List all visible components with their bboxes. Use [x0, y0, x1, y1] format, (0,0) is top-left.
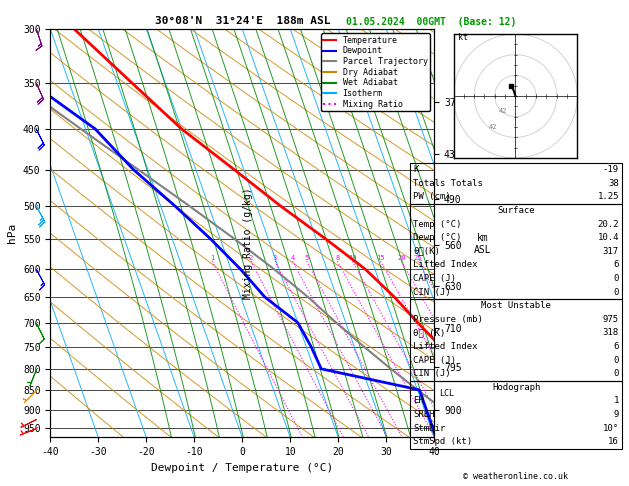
Text: 0: 0	[613, 288, 619, 296]
Text: Pressure (mb): Pressure (mb)	[413, 315, 483, 324]
Text: Surface: Surface	[498, 206, 535, 215]
Text: 42: 42	[489, 124, 497, 130]
Text: θᴄ(K): θᴄ(K)	[413, 247, 440, 256]
Text: 6: 6	[613, 342, 619, 351]
Text: 9: 9	[613, 410, 619, 419]
Text: 10: 10	[348, 255, 357, 261]
Text: Lifted Index: Lifted Index	[413, 260, 478, 269]
Text: 25: 25	[413, 255, 422, 261]
Text: 3: 3	[273, 255, 277, 261]
Text: 0: 0	[613, 369, 619, 378]
Text: Dewp (°C): Dewp (°C)	[413, 233, 462, 242]
Text: Lifted Index: Lifted Index	[413, 342, 478, 351]
Text: θᴄ (K): θᴄ (K)	[413, 329, 445, 337]
Text: 318: 318	[603, 329, 619, 337]
Text: kt: kt	[458, 33, 467, 42]
Text: 01.05.2024  00GMT  (Base: 12): 01.05.2024 00GMT (Base: 12)	[346, 17, 516, 27]
Text: Totals Totals: Totals Totals	[413, 179, 483, 188]
Text: © weatheronline.co.uk: © weatheronline.co.uk	[464, 472, 568, 481]
Text: 16: 16	[608, 437, 619, 446]
Text: 4: 4	[291, 255, 295, 261]
Text: Hodograph: Hodograph	[492, 383, 540, 392]
Text: K: K	[413, 165, 419, 174]
Text: Most Unstable: Most Unstable	[481, 301, 551, 310]
Text: -19: -19	[603, 165, 619, 174]
Text: Mixing Ratio (g/kg): Mixing Ratio (g/kg)	[243, 187, 253, 299]
Text: EH: EH	[413, 397, 424, 405]
Text: StmSpd (kt): StmSpd (kt)	[413, 437, 472, 446]
Text: 20: 20	[397, 255, 406, 261]
Title: 30°08'N  31°24'E  188m ASL: 30°08'N 31°24'E 188m ASL	[155, 16, 330, 26]
X-axis label: Dewpoint / Temperature (°C): Dewpoint / Temperature (°C)	[151, 463, 333, 473]
Text: 38: 38	[608, 179, 619, 188]
Text: 8: 8	[335, 255, 340, 261]
Text: 10.4: 10.4	[598, 233, 619, 242]
Text: 5: 5	[304, 255, 309, 261]
Y-axis label: hPa: hPa	[8, 223, 18, 243]
Text: 1: 1	[613, 397, 619, 405]
Text: PW (cm): PW (cm)	[413, 192, 451, 201]
Text: 317: 317	[603, 247, 619, 256]
Text: 6: 6	[613, 260, 619, 269]
Text: 0: 0	[613, 274, 619, 283]
Text: CAPE (J): CAPE (J)	[413, 274, 456, 283]
Text: CAPE (J): CAPE (J)	[413, 356, 456, 364]
Text: CIN (J): CIN (J)	[413, 288, 451, 296]
Text: 1.25: 1.25	[598, 192, 619, 201]
Text: 975: 975	[603, 315, 619, 324]
Text: StmDir: StmDir	[413, 424, 445, 433]
Text: CIN (J): CIN (J)	[413, 369, 451, 378]
Text: 0: 0	[613, 356, 619, 364]
Text: 42: 42	[499, 107, 508, 114]
Text: 10°: 10°	[603, 424, 619, 433]
Y-axis label: km
ASL: km ASL	[474, 233, 491, 255]
Text: SREH: SREH	[413, 410, 435, 419]
Text: LCL: LCL	[439, 389, 454, 399]
Text: 20.2: 20.2	[598, 220, 619, 228]
Text: 2: 2	[249, 255, 253, 261]
Text: 1: 1	[210, 255, 214, 261]
Text: Temp (°C): Temp (°C)	[413, 220, 462, 228]
Text: 15: 15	[376, 255, 385, 261]
Legend: Temperature, Dewpoint, Parcel Trajectory, Dry Adiabat, Wet Adiabat, Isotherm, Mi: Temperature, Dewpoint, Parcel Trajectory…	[321, 34, 430, 111]
